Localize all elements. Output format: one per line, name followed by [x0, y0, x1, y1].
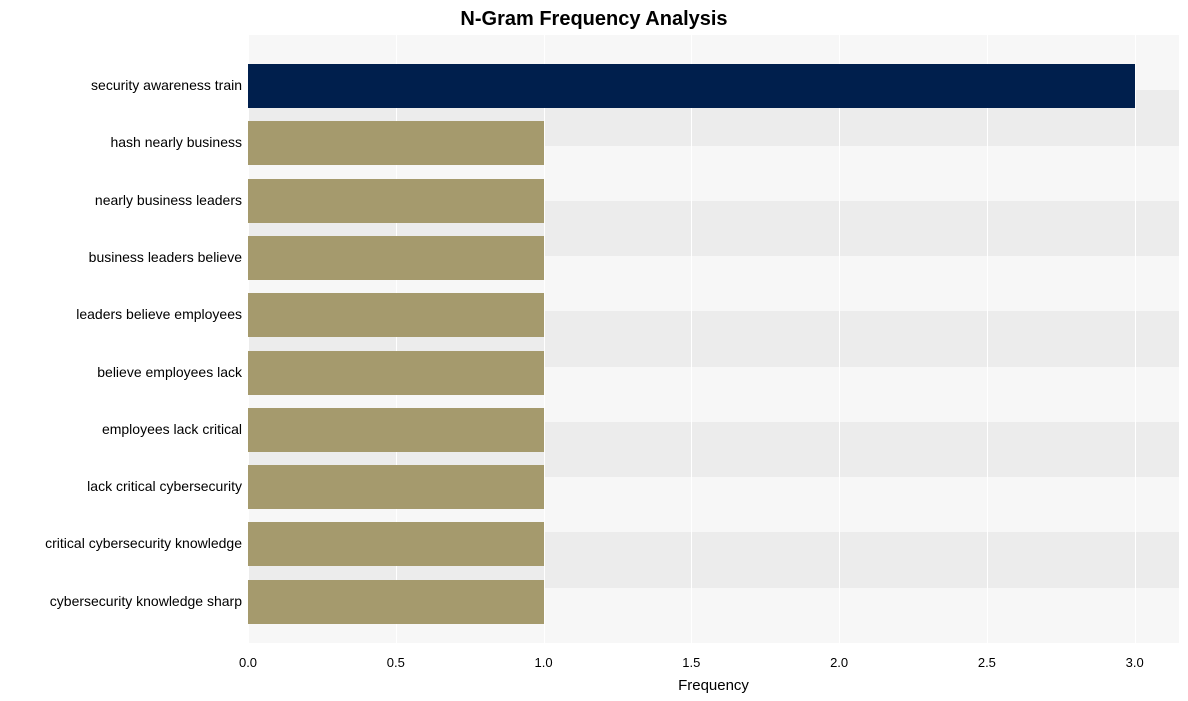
bar: [248, 351, 544, 395]
grid-line: [1135, 35, 1136, 643]
y-tick-label: employees lack critical: [102, 421, 242, 437]
ngram-chart: N-Gram Frequency Analysis Frequency 0.0 0…: [0, 0, 1188, 701]
x-tick-label: 2.5: [978, 655, 996, 670]
y-tick-label: leaders believe employees: [76, 306, 242, 322]
y-tick-label: critical cybersecurity knowledge: [45, 535, 242, 551]
y-tick-label: nearly business leaders: [95, 192, 242, 208]
grid-line: [839, 35, 840, 643]
bar: [248, 522, 544, 566]
plot-area: [248, 35, 1179, 643]
y-tick-label: business leaders believe: [89, 249, 242, 265]
y-tick-label: hash nearly business: [110, 134, 242, 150]
x-tick-label: 3.0: [1126, 655, 1144, 670]
x-tick-label: 0.5: [387, 655, 405, 670]
bar: [248, 465, 544, 509]
x-axis-title: Frequency: [248, 677, 1179, 694]
bar: [248, 179, 544, 223]
grid-line: [987, 35, 988, 643]
bar: [248, 580, 544, 624]
bar: [248, 64, 1135, 108]
y-tick-label: cybersecurity knowledge sharp: [50, 593, 242, 609]
x-tick-label: 1.0: [535, 655, 553, 670]
bar: [248, 121, 544, 165]
y-tick-label: lack critical cybersecurity: [87, 478, 242, 494]
grid-line: [544, 35, 545, 643]
y-tick-label: security awareness train: [91, 77, 242, 93]
chart-title: N-Gram Frequency Analysis: [0, 8, 1188, 31]
y-tick-label: believe employees lack: [97, 364, 242, 380]
x-tick-label: 0.0: [239, 655, 257, 670]
bar: [248, 293, 544, 337]
bar: [248, 408, 544, 452]
x-tick-label: 2.0: [830, 655, 848, 670]
bar: [248, 236, 544, 280]
x-tick-label: 1.5: [682, 655, 700, 670]
grid-line: [691, 35, 692, 643]
